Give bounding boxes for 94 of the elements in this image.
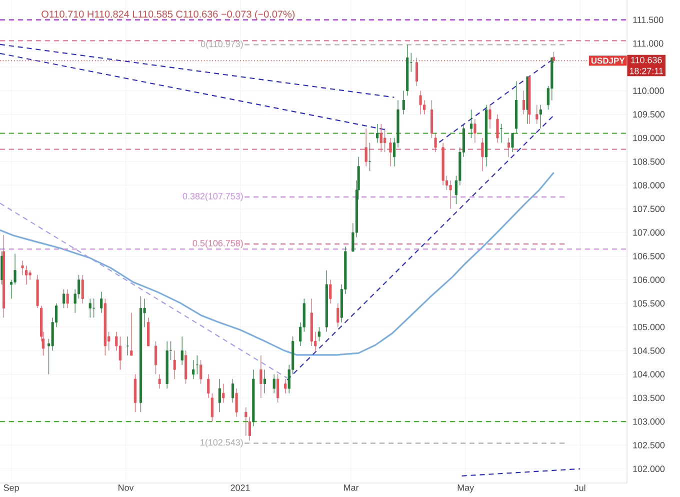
candlestick — [21, 260, 24, 276]
text: 110.636 — [631, 56, 662, 64]
candlestick — [539, 104, 542, 129]
candlestick — [263, 369, 266, 394]
candlestick — [364, 128, 368, 167]
y-tick-label: 108.500 — [633, 158, 665, 165]
candlestick — [384, 128, 386, 152]
candlestick — [218, 378, 221, 412]
x-tick-label: May — [458, 484, 474, 493]
candlestick — [184, 350, 188, 384]
candlestick — [200, 360, 202, 384]
candlestick — [118, 336, 122, 370]
candlestick — [248, 416, 251, 441]
y-tick-label: 103.500 — [633, 394, 665, 402]
candlestick — [126, 336, 129, 356]
candlestick — [235, 388, 238, 418]
candlestick — [130, 312, 133, 356]
candlestick — [134, 374, 136, 412]
candlestick — [434, 132, 437, 152]
ref-line-label: 1(102.543) — [200, 438, 243, 448]
candlestick — [430, 100, 434, 138]
ref-line-label: 0.382(107.753) — [182, 192, 243, 202]
candlestick — [488, 104, 492, 129]
y-tick-label: 107.000 — [633, 229, 665, 236]
y-tick-label: 106.500 — [633, 252, 665, 260]
candlestick — [147, 317, 150, 346]
y-tick-label: 111.500 — [633, 16, 664, 24]
candlestick — [232, 378, 234, 403]
candlestick — [192, 360, 195, 380]
y-tick-label: 111.000 — [633, 40, 664, 47]
y-tick-label: 103.000 — [633, 418, 665, 425]
candlestick — [481, 138, 484, 172]
line-series — [0, 172, 555, 356]
candlestick — [419, 90, 422, 115]
candlestick — [81, 274, 84, 304]
y-tick-label: 107.500 — [633, 206, 665, 212]
y-tick-label: 102.000 — [633, 466, 665, 472]
candlestick — [88, 298, 92, 318]
y-tick-label: 104.000 — [633, 371, 665, 378]
candlestick — [522, 90, 526, 115]
y-tick-label: 109.000 — [633, 134, 665, 142]
text: 18:27:11 — [630, 68, 664, 74]
candlestick — [415, 57, 418, 86]
candlestick — [66, 288, 69, 308]
candlestick — [180, 336, 184, 366]
y-tick-label: 102.500 — [633, 442, 665, 448]
candlestick — [210, 392, 214, 422]
candlestick — [28, 270, 32, 280]
candlestick — [25, 265, 28, 285]
candlestick — [536, 104, 538, 124]
y-tick-label: 110.000 — [633, 88, 664, 94]
y-tick-label: 105.500 — [633, 300, 665, 307]
y-tick-label: 106.000 — [633, 276, 665, 283]
candlestick — [222, 383, 225, 403]
candlestick — [154, 340, 158, 375]
candlestick — [449, 180, 452, 210]
candlestick — [470, 109, 472, 138]
x-tick-label: Sep — [4, 484, 19, 493]
candlestick — [329, 279, 332, 304]
candlestick — [389, 138, 392, 167]
candlestick — [511, 132, 514, 152]
x-tick-label: Nov — [118, 484, 134, 491]
candlestick — [276, 374, 280, 403]
ref-line-label: USDJPY — [591, 58, 625, 64]
candlestick — [284, 378, 287, 394]
y-tick-label: 109.500 — [633, 111, 665, 118]
candlestick — [380, 124, 382, 152]
y-tick-label: 105.000 — [633, 324, 665, 330]
x-tick-label: Jul — [574, 484, 586, 492]
ref-line-label: 0.5(106.758) — [192, 240, 243, 248]
candlestick — [207, 374, 210, 398]
candlestick — [552, 51, 556, 64]
candlestick — [336, 303, 340, 328]
x-tick-label: 2021 — [230, 484, 250, 491]
candlestick — [496, 114, 499, 144]
candlestick — [272, 374, 276, 394]
candlestick — [500, 124, 503, 144]
candlestick — [318, 326, 320, 342]
candlestick — [474, 118, 476, 144]
candlestick — [244, 407, 248, 436]
y-tick-label: 104.500 — [633, 347, 665, 354]
candlestick — [62, 288, 66, 308]
candlestick — [260, 355, 262, 398]
candlestick — [100, 291, 103, 314]
candlestick — [158, 374, 161, 389]
text: O110.710 H110.824 L110.585 C110.636 −0.073 (−0.07%) — [42, 10, 295, 20]
candlestick — [402, 90, 405, 115]
ref-line-label: 0(110.973) — [200, 40, 243, 49]
candlestick — [14, 253, 16, 285]
candlestick — [173, 350, 176, 380]
candlestick — [376, 124, 379, 144]
y-tick-label: 108.000 — [633, 182, 665, 188]
candlestick — [507, 138, 510, 158]
x-tick-label: Mar — [344, 484, 359, 491]
